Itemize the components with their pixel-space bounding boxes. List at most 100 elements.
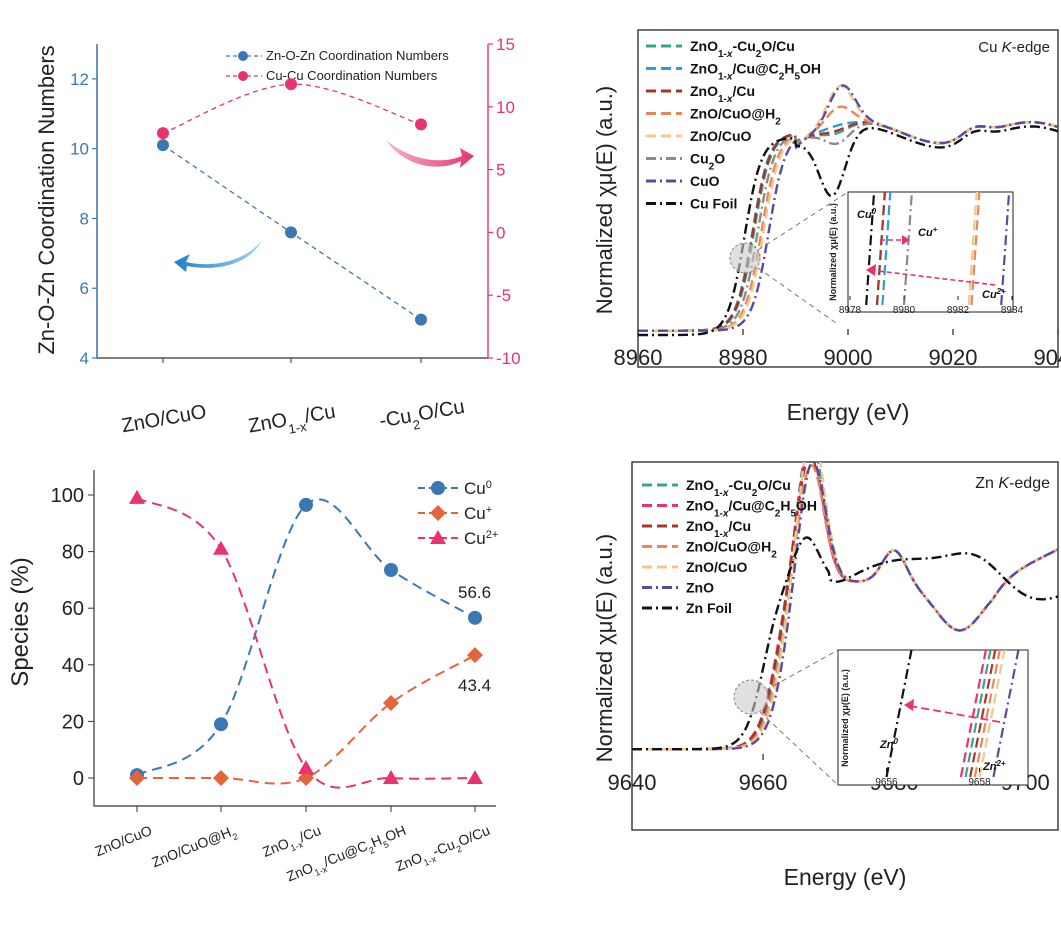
legend-part: /Cu@C xyxy=(728,498,774,514)
legend-part: 1- xyxy=(718,49,727,60)
b-xtick-label: 9000 xyxy=(824,345,873,370)
text-part: Cu xyxy=(464,504,486,523)
text-part: 2 xyxy=(412,416,422,432)
inset-label-sup: 2+ xyxy=(995,759,1005,768)
a-data-point xyxy=(415,118,427,131)
b-inset-label: Cu2+ xyxy=(982,287,1006,302)
b-zoom-line-bottom xyxy=(757,267,837,324)
d-legend-label: ZnO1-x/Cu@C2H5OH xyxy=(686,498,817,520)
b-inset-line xyxy=(970,192,981,306)
c-marker-diamond xyxy=(383,695,399,712)
text-part: (E) (a.u.) xyxy=(592,86,617,173)
c-ytick-label: 80 xyxy=(62,542,84,564)
a-ytick-label: 12 xyxy=(70,70,89,89)
a-series-line xyxy=(162,83,422,134)
text-part: 1-x xyxy=(313,864,329,878)
b-inset-tick-label: 8982 xyxy=(947,305,970,316)
legend-a: Zn-O-Zn Coordination Numbers Cu-Cu Coord… xyxy=(226,48,449,83)
a-y2tick-label: 10 xyxy=(496,98,515,117)
x-ticks-a: ZnO/CuO ZnO1-x/Cu -Cu2O/Cu xyxy=(120,358,466,438)
b-inset-label: Cu0 xyxy=(857,207,877,222)
c-marker-circle xyxy=(468,610,482,625)
legend-part: 2 xyxy=(756,49,762,60)
c-legend-marker xyxy=(430,530,446,544)
d-spectrum xyxy=(632,462,1058,751)
legend-part: OH xyxy=(796,498,817,514)
c-ylabel: Species (%) xyxy=(7,557,34,686)
b-inset-frame xyxy=(847,191,1014,313)
c-marker-triangle xyxy=(298,760,314,775)
text-part: OH xyxy=(383,822,408,845)
c-marker-triangle xyxy=(129,489,145,504)
text-part: /Cu xyxy=(303,401,337,428)
b-legend-label: ZnO1-x-Cu2O/Cu xyxy=(690,38,795,60)
text-part: + xyxy=(486,504,492,516)
b-spectrum xyxy=(638,121,1058,332)
b-spectrum xyxy=(638,121,1058,332)
legend-part: 5 xyxy=(794,71,800,82)
text-part: Normalized xyxy=(592,645,617,762)
b-xtick-label: 8980 xyxy=(719,345,768,370)
legend-part: x xyxy=(722,488,729,499)
annotation-part: -edge xyxy=(1012,39,1050,56)
b-inset-label: Cu+ xyxy=(918,225,938,240)
d-legend-label: ZnO xyxy=(686,580,714,596)
a-y2tick-label: 5 xyxy=(496,161,505,180)
legend-a-marker-cu xyxy=(238,71,248,81)
c-legend-marker xyxy=(430,505,446,521)
b-legend-label: ZnO1-x/Cu xyxy=(690,83,755,105)
d-inset-tick-label: 9656 xyxy=(875,777,898,788)
legend-part: x xyxy=(722,529,729,540)
d-inset-label: Zn0 xyxy=(879,737,898,752)
legend-part: Cu Foil xyxy=(690,196,737,212)
a-ytick-label: 10 xyxy=(70,140,89,159)
a-data-point xyxy=(285,226,297,239)
legend-part: H xyxy=(784,61,794,77)
legend-part: ZnO/CuO xyxy=(686,559,748,575)
legend-part: -Cu xyxy=(728,477,751,493)
text-part: Cu xyxy=(464,479,486,498)
legend-part: 1- xyxy=(718,71,727,82)
d-legend-label: ZnO/CuO xyxy=(686,559,748,575)
text-part: 1-x xyxy=(422,854,438,868)
text-part: Cu xyxy=(464,529,486,548)
b-inset-arrow-line-2 xyxy=(869,269,996,286)
a-xtick-label: ZnO/CuO xyxy=(120,401,208,438)
c-legend-label: Cu+ xyxy=(464,504,492,523)
legend-part: H xyxy=(780,498,790,514)
legend-part: ZnO xyxy=(686,518,714,534)
b-inset-labels: Cu0 Cu+ Cu2+ xyxy=(857,207,1006,302)
b-legend-label: ZnO1-x/Cu@C2H5OH xyxy=(690,61,821,83)
a-data-point xyxy=(157,127,169,140)
b-inset-arrow-head xyxy=(902,235,910,245)
b-inset-tick-label: 8984 xyxy=(1001,305,1024,316)
legend-part: Cu xyxy=(690,151,709,167)
a-ylabel: Zn-O-Zn Coordination Numbers xyxy=(34,45,59,354)
b-legend-label: Cu2O xyxy=(690,151,725,173)
d-zoom-line-top xyxy=(765,649,839,691)
inset-label-base: Zn xyxy=(879,739,894,751)
b-inset-ylabel: Normalized χμ(E) (a.u.) xyxy=(828,203,838,301)
panel-coordination-numbers: 4 6 8 10 12 -10 -5 0 5 10 15 ZnO/CuO ZnO1-x/Cu -Cu2… xyxy=(34,35,521,438)
a-data-point xyxy=(157,139,169,152)
c-marker-circle xyxy=(299,497,313,512)
legend-part: ZnO xyxy=(686,498,714,514)
d-inset-curves xyxy=(885,650,1020,778)
c-marker-triangle xyxy=(213,540,229,555)
text-part: Normalized xyxy=(592,197,617,314)
b-edge-annotation: Cu K-edge xyxy=(978,39,1050,56)
legend-part: ZnO xyxy=(690,61,718,77)
legend-part: Zn Foil xyxy=(686,600,732,616)
a-ytick-label: 6 xyxy=(80,279,89,298)
b-legend-label: Cu Foil xyxy=(690,196,737,212)
a-data-point xyxy=(285,78,297,91)
d-legend-label: ZnO1-x-Cu2O/Cu xyxy=(686,477,791,499)
inset-label-base: Cu xyxy=(918,227,933,239)
a-y2tick-label: -10 xyxy=(496,349,521,368)
text-part: ZnO/CuO@H xyxy=(149,824,233,870)
inset-label-base: Zn xyxy=(982,761,997,773)
d-inset-label: Zn2+ xyxy=(982,759,1006,774)
b-spectrum xyxy=(638,84,1058,332)
